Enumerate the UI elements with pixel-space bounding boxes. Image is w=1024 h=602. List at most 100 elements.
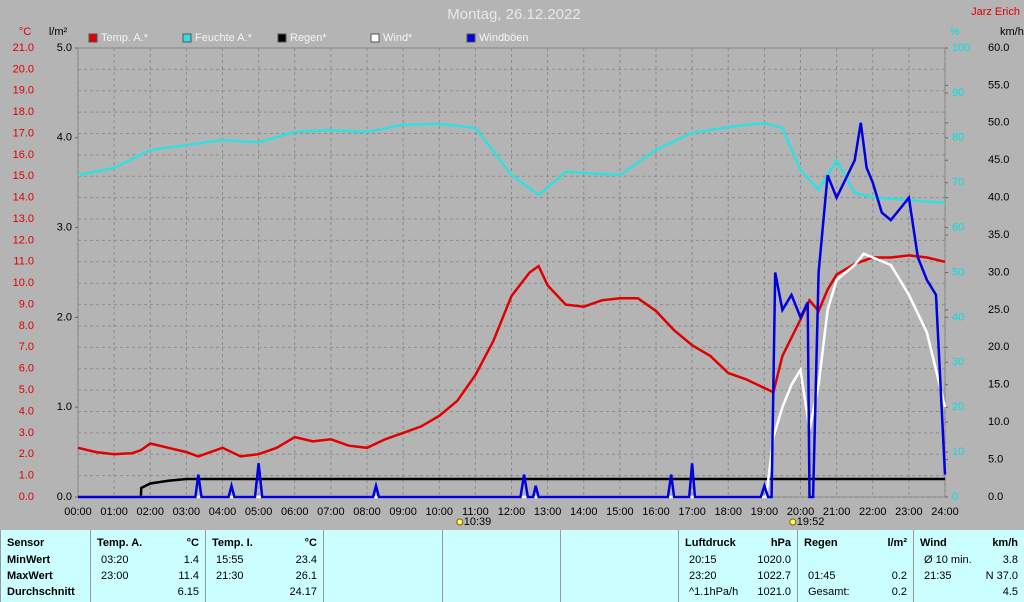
legend-label: Feuchte A.*: [195, 32, 253, 44]
column-header: Regen: [804, 537, 838, 549]
y-tick-label: 15.0: [13, 170, 34, 182]
table-column: [323, 530, 442, 602]
y-tick-label: 3.0: [19, 427, 34, 439]
y-tick-label: 60: [952, 222, 964, 234]
y-tick-label: 2.0: [19, 448, 34, 460]
sun-label: 10:39: [464, 516, 492, 528]
column-header: Wind: [920, 537, 947, 549]
table-column: Temp. A. °C 03:20 1.4 23:00 11.4 6.15: [90, 530, 205, 602]
cell-time: 23:00: [101, 570, 129, 582]
cell-time: 15:55: [216, 554, 244, 566]
y-tick-label: 0: [952, 491, 958, 503]
sun-marker: [789, 518, 797, 526]
x-tick-label: 07:00: [317, 506, 345, 518]
cell-value: 1021.0: [757, 586, 791, 598]
legend-swatch: [466, 33, 476, 43]
y-tick-label: 20: [952, 401, 964, 413]
y-tick-label: 5.0: [19, 384, 34, 396]
cell-time: Ø 10 min.: [924, 554, 972, 566]
x-tick-label: 08:00: [353, 506, 381, 518]
row-label: Durchschnitt: [7, 586, 75, 598]
y-tick-label: 14.0: [13, 192, 34, 204]
author: Jarz Erich: [971, 6, 1020, 18]
y-tick-label: 20.0: [988, 341, 1009, 353]
x-tick-label: 22:00: [859, 506, 887, 518]
cell-time: 01:45: [808, 570, 836, 582]
cell-time: 20:15: [689, 554, 717, 566]
x-tick-label: 00:00: [64, 506, 92, 518]
legend-swatch: [182, 33, 192, 43]
cell-time: 21:35: [924, 570, 952, 582]
y-tick-label: 70: [952, 177, 964, 189]
sun-marker: [456, 518, 464, 526]
y-tick-label: 0.0: [57, 491, 72, 503]
axis-unit: l/m²: [49, 26, 68, 38]
cell-time: ^1.1hPa/h: [689, 586, 739, 598]
y-tick-label: 5.0: [57, 42, 72, 54]
x-tick-label: 14:00: [570, 506, 598, 518]
y-tick-label: 18.0: [13, 106, 34, 118]
series-line: [77, 254, 946, 458]
table-column: Wind km/h Ø 10 min. 3.8 21:35 N 37.0 4.5: [913, 530, 1024, 602]
chart-title: Montag, 26.12.2022: [447, 6, 580, 23]
y-tick-label: 2.0: [57, 311, 72, 323]
cell-value: 1020.0: [757, 554, 791, 566]
table-column: Sensor MinWert MaxWert Durchschnitt: [0, 530, 90, 602]
x-tick-label: 04:00: [209, 506, 237, 518]
y-tick-label: 90: [952, 87, 964, 99]
y-tick-label: 8.0: [19, 320, 34, 332]
y-tick-label: 40: [952, 311, 964, 323]
cell-value: 3.8: [1002, 554, 1018, 566]
cell-time: 03:20: [101, 554, 129, 566]
table-column: Temp. I. °C 15:55 23.4 21:30 26.1 24.17: [205, 530, 323, 602]
cell-time: 21:30: [216, 570, 244, 582]
legend-label: Regen*: [290, 32, 327, 44]
column-header: Temp. A.: [97, 537, 143, 549]
cell-time: 23:20: [689, 570, 717, 582]
x-tick-label: 01:00: [100, 506, 128, 518]
y-tick-label: 1.0: [19, 470, 34, 482]
series-line: [78, 252, 947, 499]
y-tick-label: 4.0: [19, 405, 34, 417]
table-column: Luftdruck hPa 20:15 1020.0 23:20 1022.7 ^1.1hP…: [678, 530, 797, 602]
y-tick-label: 15.0: [988, 379, 1009, 391]
cell-value: 23.4: [295, 554, 317, 566]
y-tick-label: 60.0: [988, 42, 1009, 54]
cell-value: 0.2: [891, 570, 907, 582]
column-header: Luftdruck: [685, 537, 736, 549]
x-tick-label: 20:00: [787, 506, 815, 518]
y-tick-label: 100: [952, 42, 970, 54]
cell-value: 4.5: [1002, 586, 1018, 598]
y-tick-label: 19.0: [13, 85, 34, 97]
y-tick-label: 17.0: [13, 127, 34, 139]
y-tick-label: 21.0: [13, 42, 34, 54]
chart: Montag, 26.12.2022 Jarz Erich 00:00 01:00…: [13, 6, 1024, 528]
axis-unit: km/h: [1000, 26, 1024, 38]
x-tick-label: 06:00: [281, 506, 309, 518]
x-tick-label: 05:00: [245, 506, 273, 518]
y-tick-label: 10: [952, 446, 964, 458]
y-tick-label: 16.0: [13, 149, 34, 161]
column-unit: km/h: [992, 537, 1018, 549]
legend-label: Windböen: [479, 32, 529, 44]
x-tick-label: 18:00: [714, 506, 742, 518]
column-unit: °C: [186, 537, 199, 549]
y-tick-label: 20.0: [13, 63, 34, 75]
y-tick-label: 55.0: [988, 79, 1009, 91]
summary-table: Sensor MinWert MaxWert Durchschnitt Temp. A.…: [0, 530, 1024, 602]
y-tick-label: 35.0: [988, 229, 1009, 241]
x-tick-label: 03:00: [173, 506, 201, 518]
table-column: Regen l/m² 01:45 0.2 Gesamt: 0.2: [797, 530, 913, 602]
y-tick-label: 9.0: [19, 298, 34, 310]
x-tick-label: 17:00: [678, 506, 706, 518]
series-line: [78, 122, 947, 499]
x-tick-label: 19:00: [751, 506, 779, 518]
row-label: MaxWert: [7, 570, 53, 582]
y-tick-label: 40.0: [988, 192, 1009, 204]
axis-unit: %: [950, 26, 960, 38]
y-tick-label: 10.0: [988, 416, 1009, 428]
cell-value: 0.2: [891, 586, 907, 598]
y-tick-label: 7.0: [19, 341, 34, 353]
y-tick-label: 80: [952, 132, 964, 144]
